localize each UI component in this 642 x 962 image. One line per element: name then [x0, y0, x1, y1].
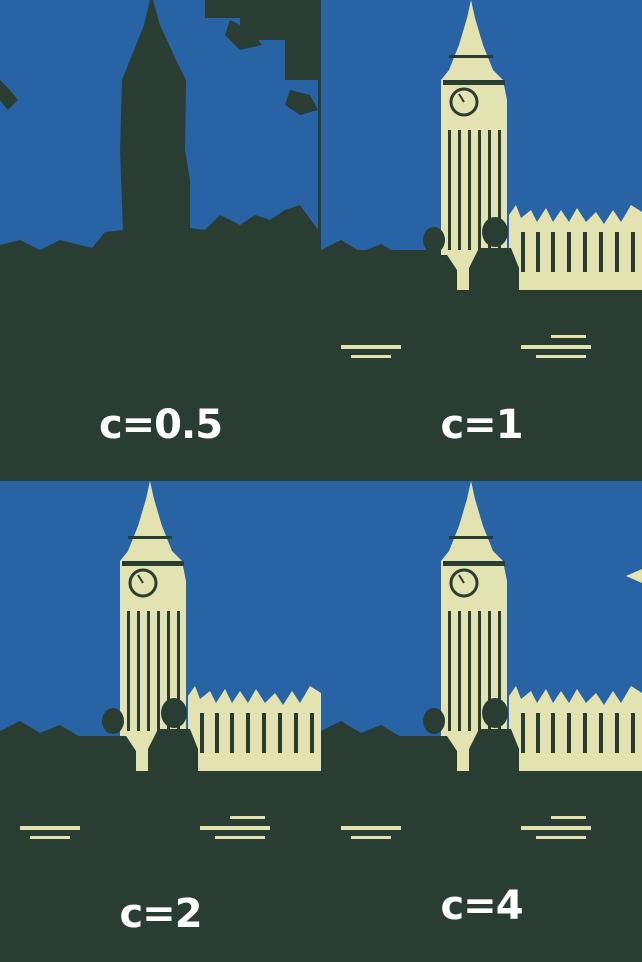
caption-c-2: c=2 — [119, 891, 202, 937]
panel-c-1: c=1 — [321, 0, 642, 481]
caption-c-1: c=1 — [440, 402, 523, 448]
big-ben-image-c2 — [0, 481, 321, 962]
panel-c-0-5: c=0.5 — [0, 0, 321, 481]
big-ben-image-c1 — [321, 0, 642, 481]
big-ben-image-dark — [0, 0, 321, 481]
big-ben-image-c4 — [321, 481, 642, 962]
caption-c-0-5: c=0.5 — [98, 402, 223, 448]
panel-c-2: c=2 — [0, 481, 321, 962]
panel-c-4: c=4 — [321, 481, 642, 962]
caption-c-4: c=4 — [440, 883, 523, 929]
